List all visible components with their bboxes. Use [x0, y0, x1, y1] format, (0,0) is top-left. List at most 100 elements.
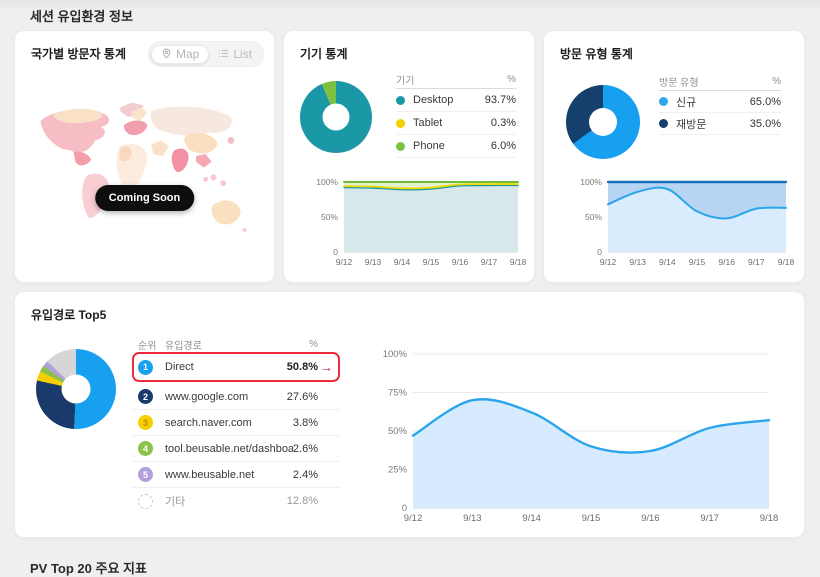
svg-text:50%: 50%: [585, 212, 602, 222]
row-label: Direct: [165, 361, 194, 373]
row-label: search.naver.com: [165, 416, 252, 429]
svg-text:9/12: 9/12: [404, 513, 423, 524]
page-top-shadow: [0, 0, 820, 10]
visit-table: 방문 유형 % 신규 65.0% 재방문 35.0%: [659, 73, 781, 135]
svg-text:9/18: 9/18: [510, 257, 527, 267]
svg-text:9/15: 9/15: [689, 257, 706, 267]
svg-text:0: 0: [333, 247, 338, 257]
world-map: Coming Soon: [23, 75, 266, 272]
svg-text:100%: 100%: [580, 177, 602, 187]
row-label: Tablet: [413, 117, 443, 129]
country-visitor-card: 국가별 방문자 통계 Map List: [14, 30, 275, 283]
visit-trend-chart: 100% 50% 0 9/12 9/13 9/14 9/15 9/16 9/17 9/18: [558, 171, 795, 267]
legend-dot: [396, 95, 405, 105]
svg-text:9/13: 9/13: [365, 257, 382, 267]
svg-text:9/18: 9/18: [778, 257, 795, 267]
row-label: Desktop: [413, 94, 454, 106]
svg-text:75%: 75%: [388, 388, 408, 399]
row-label: www.beusable.net: [165, 468, 255, 481]
col-percent: %: [507, 74, 516, 85]
rank-badge: 4: [138, 441, 153, 456]
list-icon: [218, 48, 229, 61]
svg-text:9/14: 9/14: [394, 257, 411, 267]
svg-text:9/17: 9/17: [700, 513, 719, 524]
legend-dot: [659, 119, 668, 128]
legend-dot: [396, 118, 405, 128]
svg-text:25%: 25%: [388, 465, 408, 476]
list-toggle-button[interactable]: List: [209, 46, 261, 63]
visit-type-card: 방문 유형 통계 방문 유형 % 신규 65.0% 재방문 35.0% 100%…: [543, 30, 805, 283]
rank-badge: 3: [138, 415, 153, 430]
rank-badge: 2: [138, 389, 153, 404]
row-label: www.google.com: [165, 390, 249, 403]
row-value: 35.0%: [749, 117, 781, 130]
rank-badge: [138, 493, 153, 509]
card-title: 유입경로 Top5: [31, 308, 107, 322]
row-label: 기타: [165, 496, 186, 508]
table-row-highlighted[interactable]: 1 Direct 50.8% →: [132, 352, 340, 382]
inflow-top5-card: 유입경로 Top5 순위 유입경로 % 1 Direct 50.8% → 2 w…: [14, 291, 805, 538]
svg-text:9/15: 9/15: [423, 257, 440, 267]
device-stats-card: 기기 통계 기기 % Desktop 93.7% Tablet 0.3% Pho…: [283, 30, 535, 283]
col-percent: %: [309, 338, 318, 350]
table-row[interactable]: 2 www.google.com 27.6%: [132, 384, 340, 410]
table-row: Phone 6.0%: [396, 135, 516, 158]
table-row[interactable]: 3 search.naver.com 3.8%: [132, 410, 340, 436]
row-value: 2.4%: [292, 468, 318, 481]
svg-text:9/16: 9/16: [718, 257, 735, 267]
device-donut-chart: [300, 81, 372, 153]
col-rank: 순위: [138, 340, 157, 352]
row-label: Phone: [413, 140, 445, 152]
table-header: 기기 %: [396, 71, 516, 89]
donut-hole: [322, 103, 350, 131]
card-title: 기기 통계: [300, 47, 348, 61]
card-title: 국가별 방문자 통계: [31, 47, 126, 61]
detail-arrow-icon[interactable]: →: [320, 359, 333, 375]
row-value: 27.6%: [286, 390, 318, 403]
svg-text:9/17: 9/17: [481, 257, 498, 267]
svg-text:9/14: 9/14: [522, 513, 541, 524]
rank-badge: 5: [138, 467, 153, 482]
map-list-toggle: Map List: [147, 41, 264, 67]
next-section-title: PV Top 20 주요 지표: [30, 561, 147, 576]
inflow-table: 순위 유입경로 % 1 Direct 50.8% → 2 www.google.…: [132, 336, 340, 514]
visit-donut-chart: [566, 85, 640, 159]
svg-text:9/15: 9/15: [582, 513, 601, 524]
row-value: 12.8%: [286, 495, 318, 507]
map-toggle-button[interactable]: Map: [150, 44, 210, 64]
list-toggle-label: List: [233, 47, 252, 61]
table-header: 방문 유형 %: [659, 73, 781, 91]
svg-text:100%: 100%: [383, 349, 408, 360]
legend-dot: [659, 97, 668, 106]
row-label: tool.beusable.net/dashboard: [165, 442, 293, 455]
svg-text:9/13: 9/13: [463, 513, 482, 524]
table-row: Desktop 93.7%: [396, 89, 516, 112]
table-row[interactable]: 4 tool.beusable.net/dashboard 2.6%: [132, 436, 340, 462]
device-table: 기기 % Desktop 93.7% Tablet 0.3% Phone 6.0…: [396, 71, 516, 158]
svg-text:9/18: 9/18: [760, 513, 779, 524]
row-value: 3.8%: [292, 416, 318, 429]
donut-hole: [589, 108, 617, 136]
svg-text:9/12: 9/12: [336, 257, 353, 267]
table-row[interactable]: 기타 12.8%: [132, 488, 340, 514]
inflow-trend-chart: 100% 75% 50% 25% 0 9/12 9/13 9/14 9/15 9/16 9/17 9/…: [361, 328, 797, 542]
legend-dot: [396, 141, 405, 151]
col-percent: %: [772, 76, 781, 87]
svg-text:100%: 100%: [316, 177, 338, 187]
svg-text:50%: 50%: [321, 212, 338, 222]
map-toggle-label: Map: [175, 47, 200, 61]
svg-text:9/14: 9/14: [659, 257, 676, 267]
row-value: 2.6%: [292, 442, 318, 455]
col-path: 유입경로: [165, 340, 202, 352]
row-value: 65.0%: [749, 95, 781, 108]
donut-hole: [61, 374, 91, 404]
svg-text:9/13: 9/13: [629, 257, 646, 267]
col-device: 기기: [396, 76, 415, 87]
svg-text:50%: 50%: [388, 426, 408, 437]
table-row: 재방문 35.0%: [659, 113, 781, 135]
table-row[interactable]: 5 www.beusable.net 2.4%: [132, 462, 340, 488]
row-value: 0.3%: [490, 117, 516, 129]
table-row: Tablet 0.3%: [396, 112, 516, 135]
rank-badge: 1: [138, 359, 153, 375]
table-header: 순위 유입경로 %: [132, 336, 340, 352]
